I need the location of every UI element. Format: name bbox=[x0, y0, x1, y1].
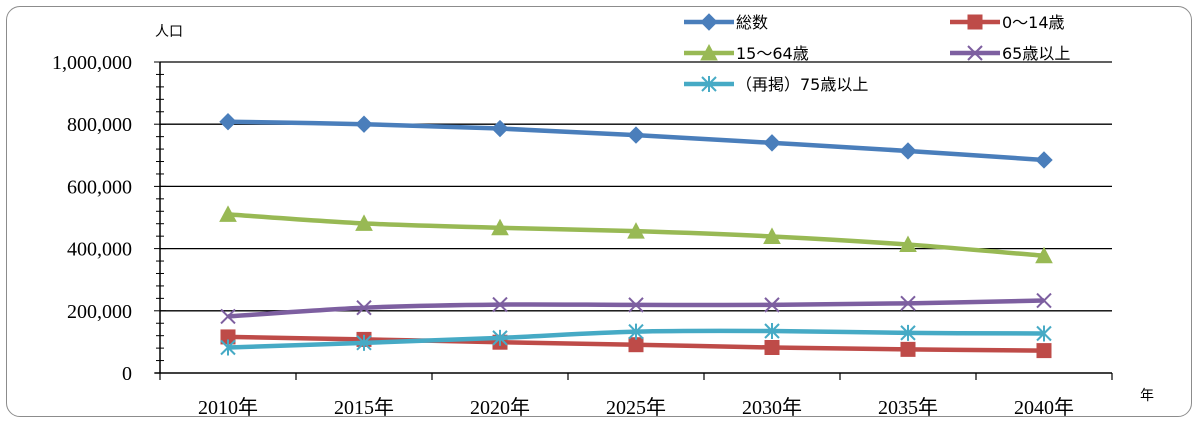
data-point-3-5 bbox=[900, 295, 916, 312]
data-point-0-0 bbox=[219, 113, 237, 131]
data-point-4-3 bbox=[628, 323, 644, 340]
y-tick-label: 400,000 bbox=[67, 239, 132, 261]
gridlines bbox=[160, 61, 1112, 312]
data-point-4-1 bbox=[356, 334, 372, 351]
x-tick-label: 2030年 bbox=[742, 396, 802, 419]
data-point-3-1 bbox=[356, 299, 372, 316]
legend-entry-1: 0～14歳 bbox=[950, 13, 1065, 32]
data-point-0-5 bbox=[899, 142, 917, 160]
legend-marker bbox=[700, 13, 718, 31]
x-tick-label: 2035年 bbox=[878, 396, 938, 419]
data-point-4-0 bbox=[220, 339, 236, 356]
x-tick-label: 2020年 bbox=[470, 396, 530, 419]
legend-label: 0～14歳 bbox=[1002, 13, 1065, 32]
x-tick-label: 2025年 bbox=[606, 396, 666, 419]
legend: 総数 0～14歳 15～64歳 65歳以上 （再掲）75歳以上 bbox=[684, 13, 1070, 94]
data-point-3-4 bbox=[764, 297, 780, 313]
legend-label: 15～64歳 bbox=[736, 44, 809, 63]
data-point-1-6 bbox=[1036, 343, 1052, 359]
legend-label: （再掲）75歳以上 bbox=[736, 75, 868, 94]
legend-marker bbox=[967, 14, 983, 30]
data-point-2-4 bbox=[763, 227, 781, 244]
x-axis-label: 年 bbox=[1140, 388, 1154, 404]
series-3 bbox=[220, 292, 1052, 325]
data-point-0-1 bbox=[355, 115, 373, 133]
data-point-3-3 bbox=[628, 297, 644, 313]
y-tick-label: 0 bbox=[122, 363, 132, 385]
series-line-3 bbox=[227, 298, 1045, 319]
series-4 bbox=[220, 323, 1052, 356]
data-point-2-3 bbox=[627, 222, 645, 239]
data-point-4-4 bbox=[764, 323, 780, 340]
series-2 bbox=[219, 205, 1053, 264]
data-point-3-0 bbox=[220, 308, 236, 325]
data-point-4-2 bbox=[492, 329, 508, 346]
x-tick-label: 2010年 bbox=[198, 396, 258, 419]
data-point-2-6 bbox=[1035, 246, 1053, 264]
x-tick-label: 2040年 bbox=[1014, 396, 1074, 419]
data-point-2-2 bbox=[491, 218, 509, 236]
x-tick-label: 2015年 bbox=[334, 396, 394, 419]
data-point-1-5 bbox=[900, 341, 916, 357]
data-point-4-5 bbox=[900, 324, 916, 341]
data-point-3-6 bbox=[1036, 292, 1052, 309]
y-tick-label: 200,000 bbox=[67, 301, 132, 323]
data-point-3-2 bbox=[492, 296, 508, 313]
legend-label: 65歳以上 bbox=[1002, 44, 1070, 63]
legend-label: 総数 bbox=[736, 13, 768, 32]
data-point-1-4 bbox=[764, 339, 780, 355]
legend-entry-3: 65歳以上 bbox=[950, 44, 1070, 63]
data-point-1-3 bbox=[628, 337, 644, 353]
legend-entry-2: 15～64歳 bbox=[684, 43, 809, 63]
y-axis-label: 人口 bbox=[155, 24, 183, 40]
data-point-0-4 bbox=[763, 134, 781, 152]
axes: 0 200,000 400,000 600,000 800,000 1,000,000 20… bbox=[52, 52, 1113, 419]
data-point-0-2 bbox=[491, 119, 509, 138]
legend-marker bbox=[967, 45, 983, 61]
legend-entry-0: 総数 bbox=[684, 13, 768, 32]
data-point-0-6 bbox=[1035, 151, 1053, 169]
data-point-2-5 bbox=[899, 235, 917, 253]
data-point-0-3 bbox=[627, 126, 645, 144]
data-point-2-0 bbox=[219, 205, 237, 222]
y-tick-label: 600,000 bbox=[67, 176, 132, 198]
legend-marker bbox=[700, 43, 718, 61]
series-lines bbox=[219, 113, 1053, 359]
series-0 bbox=[219, 113, 1053, 169]
y-tick-label: 1,000,000 bbox=[52, 52, 132, 74]
data-point-2-1 bbox=[355, 214, 373, 231]
legend-entry-4: （再掲）75歳以上 bbox=[684, 75, 868, 94]
data-point-4-6 bbox=[1036, 325, 1052, 342]
y-tick-label: 800,000 bbox=[67, 114, 132, 136]
legend-marker bbox=[701, 76, 717, 92]
chart-frame bbox=[6, 6, 1192, 417]
